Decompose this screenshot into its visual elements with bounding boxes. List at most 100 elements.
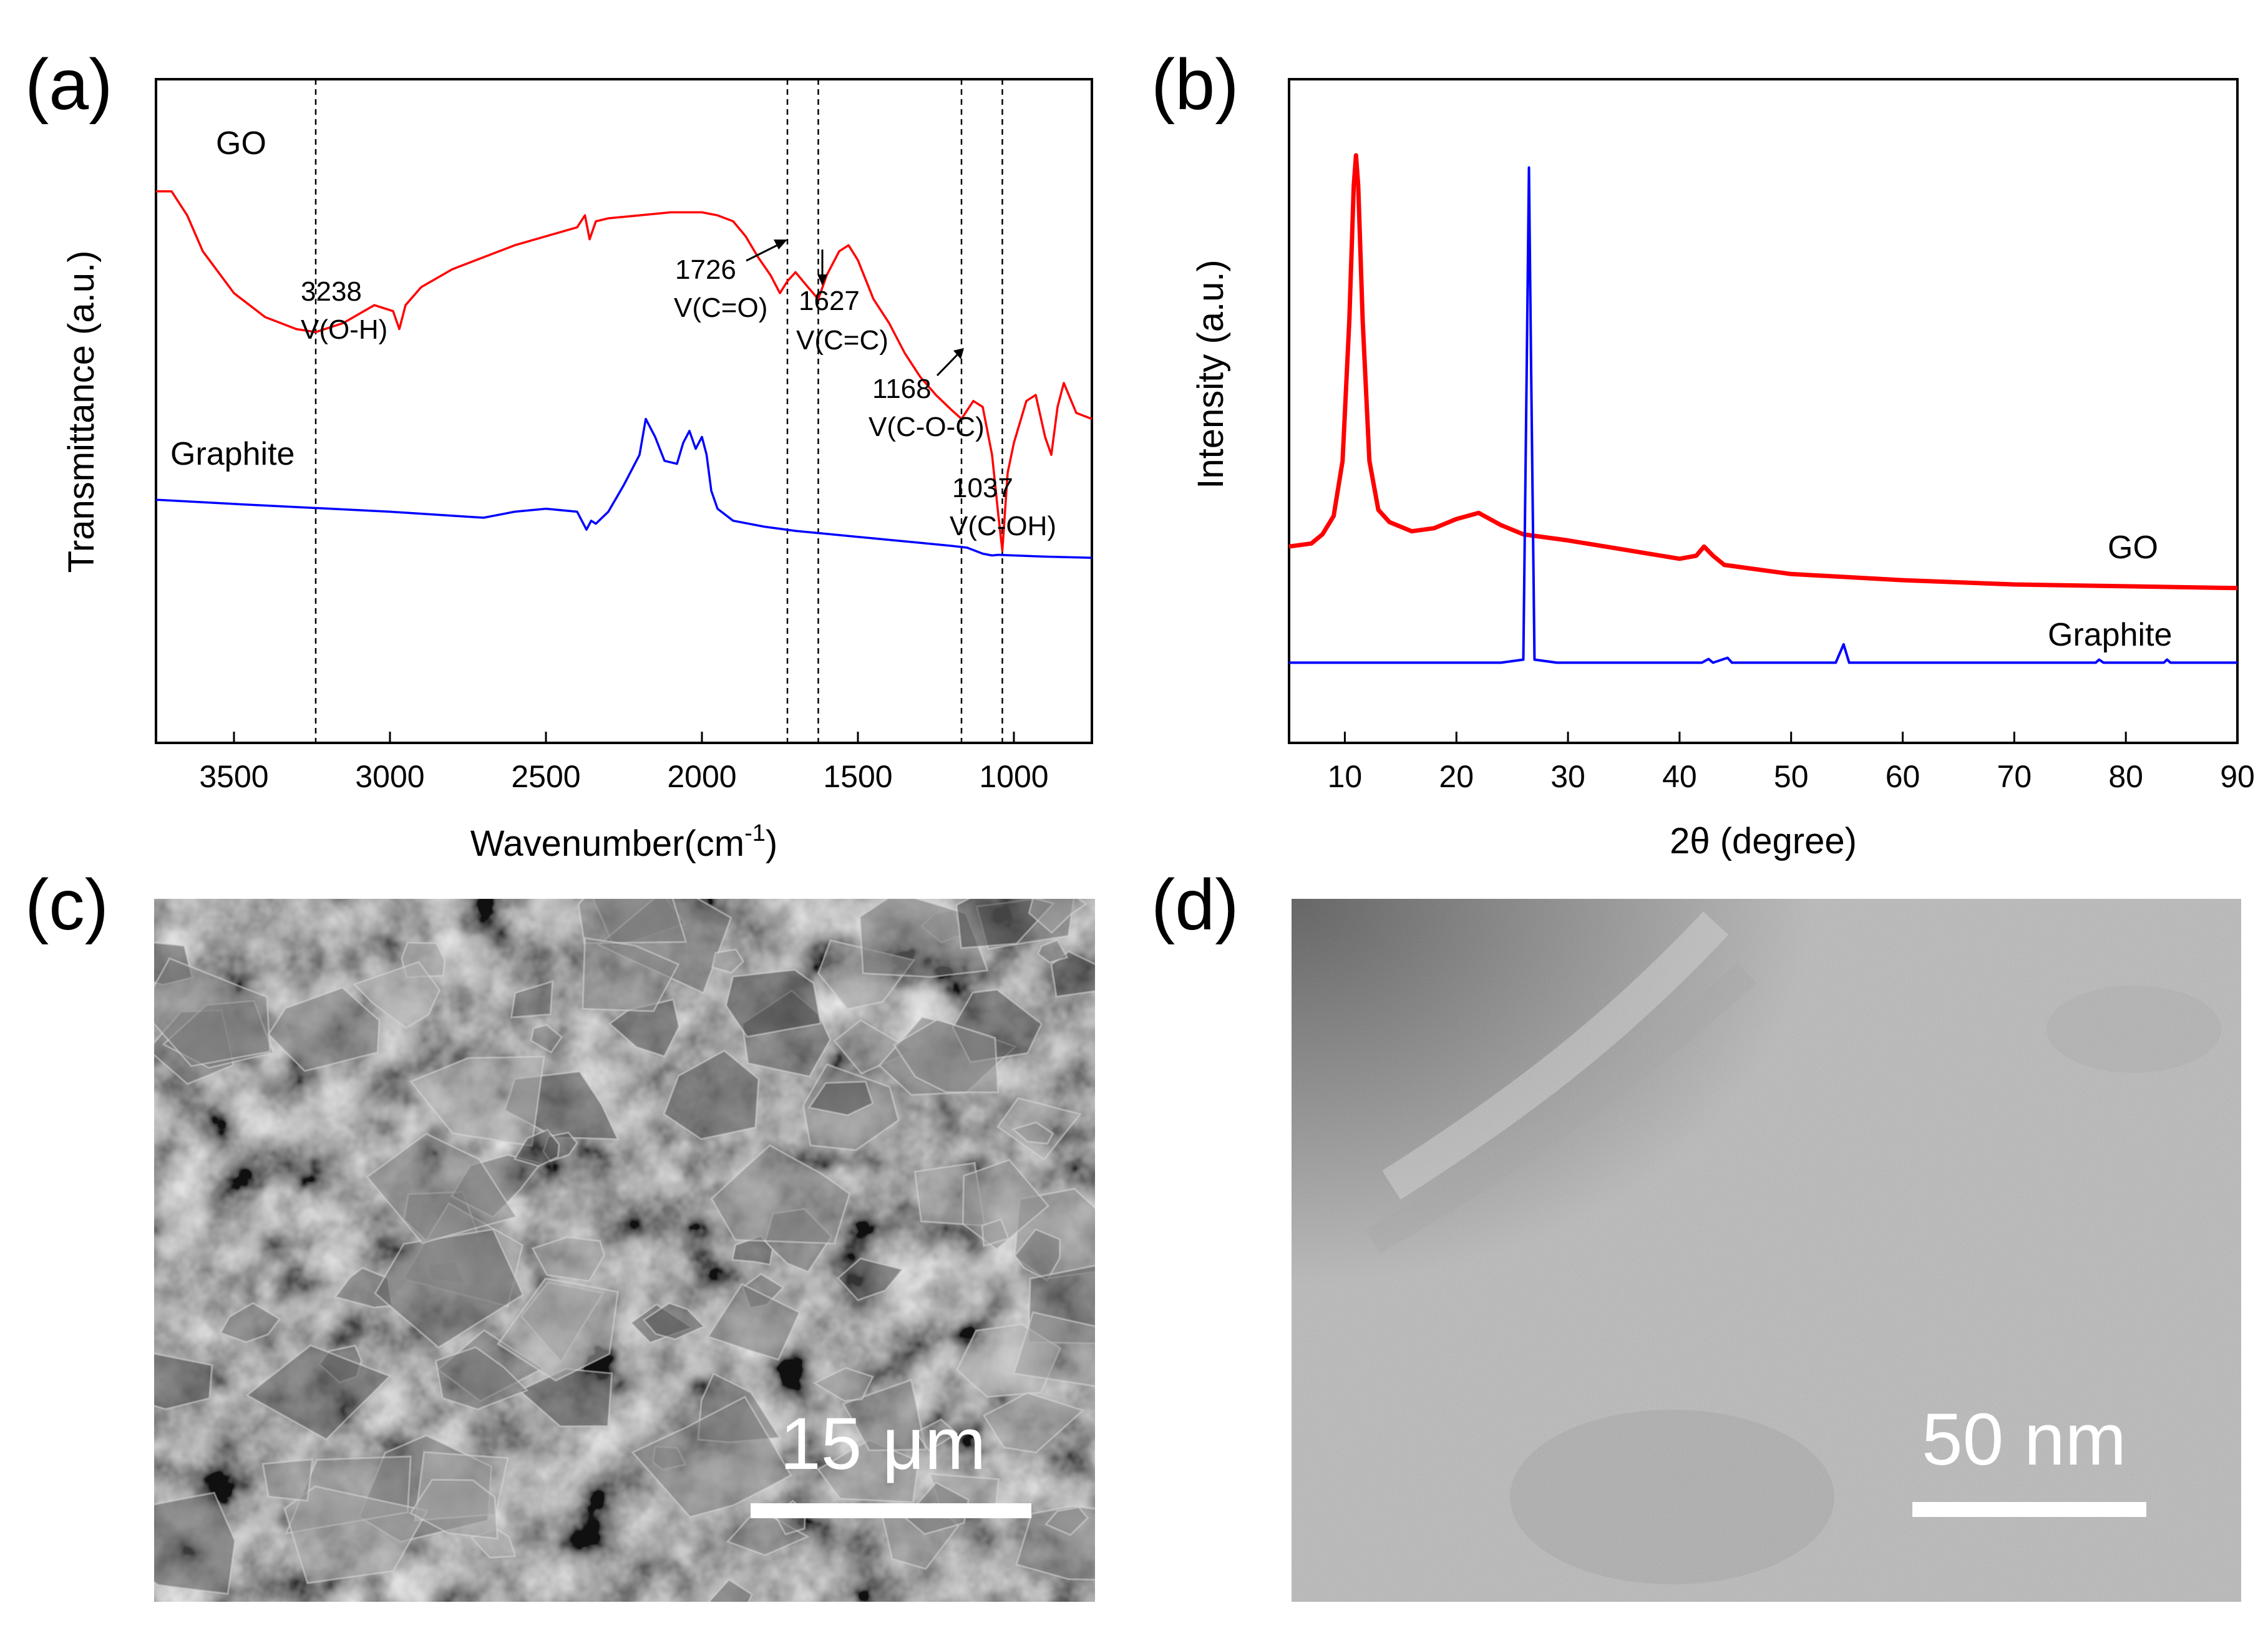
sem-flake [1044,1506,1089,1536]
panel-b-x-axis-label: 2θ (degree) [1670,821,1857,861]
annot-1037-value: 1037 [952,473,1013,503]
sem-flake [708,1578,753,1602]
sem-flake [1036,939,1069,964]
sem-flake [807,1080,874,1117]
sem-flake [816,1439,920,1503]
sem-flake [409,1478,499,1540]
sem-flake [577,899,688,944]
sem-flake [711,948,745,974]
panel-b-y-axis-label: Intensity (a.u.) [1190,259,1231,488]
sem-flake [837,1257,904,1302]
panel-a-series-line-graphite [155,417,1093,560]
annot-1726-value: 1726 [675,254,736,285]
annot-1168-value: 1168 [872,374,932,404]
sem-flake [631,1395,792,1518]
panel-b-tick-label: 60 [1886,759,1920,794]
panel-b-label: (b) [1151,45,1239,125]
tem-noise [1292,899,2241,1602]
panel-a-y-axis-label: Transmittance (a.u.) [61,251,102,573]
sem-flake [245,1344,392,1441]
panel-c-sem-image: (c) 15 μm [25,865,1095,1602]
panel-b-tick-label: 90 [2220,759,2255,794]
panel-d-label: (d) [1151,865,1239,945]
panel-b-go-label: GO [2108,530,2158,566]
sem-flake [1013,1311,1095,1387]
sem-flake [1050,950,1095,998]
sem-flake [663,1049,760,1140]
panel-a-reference-lines [314,79,1003,743]
sem-flake [731,1235,774,1266]
sem-flakes [154,899,1095,1602]
sem-flake [513,1128,560,1168]
panel-a-series [155,190,1093,560]
sem-flake [982,1392,1085,1454]
panel-a-series-line-go [156,190,1093,552]
sem-flake [1011,1121,1054,1145]
sem-flake [642,1302,706,1340]
panel-a-x-ticks: 3500 3000 2500 2000 1500 1000 [199,732,1049,794]
panel-b-series [1288,153,2238,664]
sem-flake [710,1144,851,1245]
panel-a-tick-label: 2500 [511,759,580,794]
panel-b-tick-label: 30 [1550,759,1585,794]
sem-flake [154,957,271,1067]
sem-flake [219,1302,281,1344]
panel-a-label: (a) [25,45,113,125]
annot-1627-mode: V(C=C) [796,325,888,356]
sem-flake [892,1018,1000,1093]
annot-3238-mode: V(O-H) [301,314,387,345]
panel-a-tick-label: 1000 [979,759,1048,794]
sem-flake [812,1367,875,1402]
panel-b-graphite-label: Graphite [2048,617,2172,653]
panel-d-scale-bar [1912,1502,2146,1517]
annot-1627-arrowhead [817,274,827,286]
sem-flake [409,1055,545,1147]
panel-a-x-axis-label: Wavenumber(cm-1) [470,820,778,864]
sem-flake [154,1491,236,1595]
sem-flake [434,1346,529,1411]
sem-flake [261,1458,314,1502]
panel-a-go-label: GO [216,125,266,162]
sem-flake [353,961,441,1029]
annot-1627-value: 1627 [799,286,860,316]
panel-b-tick-label: 20 [1439,759,1474,794]
sem-flake [914,1418,959,1452]
panel-a-tick-label: 1500 [823,759,892,794]
sem-flake [530,1024,563,1054]
sem-flake [706,1282,801,1361]
panel-b-tick-label: 80 [2108,759,2143,794]
sem-flake [267,986,381,1072]
panel-d-scale-text: 50 nm [1922,1398,2126,1481]
annot-1168-mode: V(C-O-C) [869,412,985,442]
sem-flake [981,1218,1010,1248]
sem-flake [510,980,554,1019]
panel-b-tick-label: 10 [1328,759,1363,794]
panel-a-tick-label: 3500 [199,759,268,794]
sem-flake [366,1132,518,1244]
panel-b-tick-label: 40 [1662,759,1697,794]
panel-b-x-ticks: 10 20 30 40 50 60 70 80 90 [1328,732,2255,794]
panel-c-scale-bar [751,1503,1031,1518]
sem-flake [582,937,680,1012]
panel-b-tick-label: 70 [1997,759,2032,794]
annot-3238-value: 3238 [301,276,362,307]
annot-1726-arrowhead [774,240,787,250]
sem-flake [724,969,822,1038]
sem-flake [283,1485,429,1584]
panel-a-graphite-label: Graphite [170,436,294,472]
annot-1726-mode: V(C=O) [674,293,767,323]
sem-flake [154,1352,213,1410]
panel-a-ftir-chart: (a) 3500 3000 2500 2000 1500 1000 GO Graphite… [25,45,1093,864]
panel-b-series-line-graphite [1289,166,2237,664]
panel-a-tick-label: 2000 [667,759,736,794]
panel-b-series-line-go [1288,153,2238,591]
sem-flake [1013,1228,1061,1282]
annot-1037-mode: V(C-OH) [950,511,1056,541]
panel-b-xrd-chart: (b) 10 20 30 40 50 60 70 80 90 GO Graphite Inten… [1151,45,2255,861]
panel-d-tem-image: (d) 50 nm [1151,865,2241,1602]
sem-flake [497,1277,620,1382]
sem-flake [1028,899,1088,934]
panel-b-tick-label: 50 [1774,759,1809,794]
sem-flake [833,1019,915,1075]
